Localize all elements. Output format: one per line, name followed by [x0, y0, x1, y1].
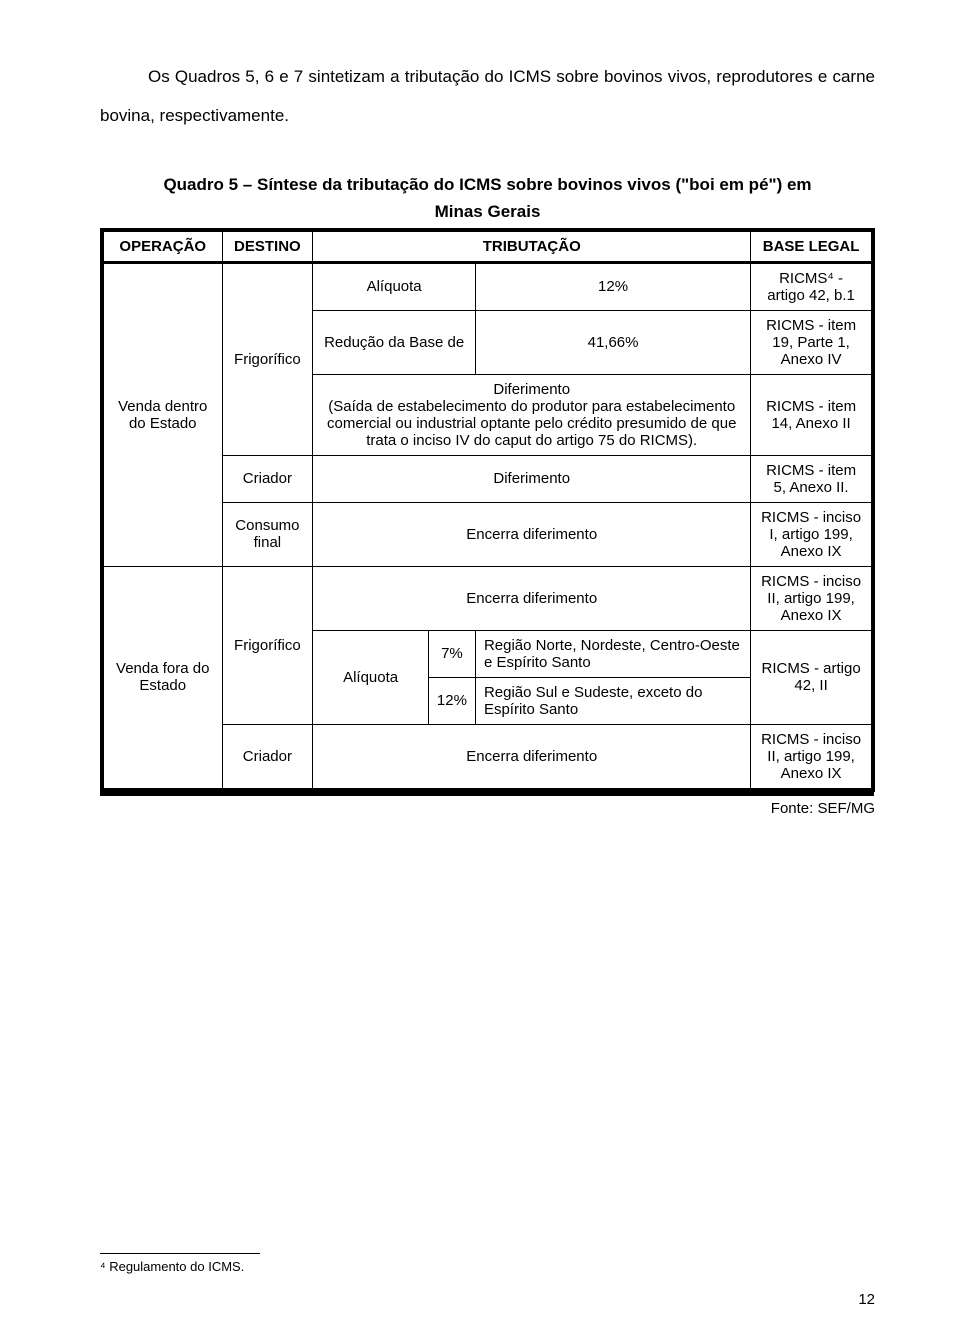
cell-legal-incII-2: RICMS - inciso II, artigo 199, Anexo IX	[751, 724, 873, 790]
cell-regiao-sul: Região Sul e Sudeste, exceto do Espírito…	[475, 677, 750, 724]
cell-legal-42b1: RICMS⁴ - artigo 42, b.1	[751, 262, 873, 310]
table-title: Quadro 5 – Síntese da tributação do ICMS…	[100, 171, 875, 225]
cell-venda-dentro: Venda dentro do Estado	[102, 262, 222, 566]
cell-encerra-1: Encerra diferimento	[313, 502, 751, 566]
table-title-line2: Minas Gerais	[435, 202, 541, 221]
cell-aliquota-label: Alíquota	[313, 262, 476, 310]
cell-aliq12: 12%	[475, 262, 750, 310]
cell-frigorifico-1: Frigorífico	[222, 262, 313, 455]
footnote: ⁴ Regulamento do ICMS.	[100, 1259, 244, 1274]
cell-criador-2: Criador	[222, 724, 313, 790]
cell-4166: 41,66%	[475, 310, 750, 374]
cell-pct7: 7%	[428, 630, 475, 677]
cell-legal-42II: RICMS - artigo 42, II	[751, 630, 873, 724]
cell-legal-5: RICMS - item 5, Anexo II.	[751, 455, 873, 502]
cell-criador-1: Criador	[222, 455, 313, 502]
cell-pct12: 12%	[428, 677, 475, 724]
cell-aliquota-2: Alíquota	[313, 630, 429, 724]
th-destino: DESTINO	[222, 230, 313, 263]
cell-venda-fora: Venda fora do Estado	[102, 566, 222, 790]
quadro5-table: OPERAÇÃO DESTINO TRIBUTAÇÃO BASE LEGAL V…	[100, 228, 875, 796]
intro-paragraph: Os Quadros 5, 6 e 7 sintetizam a tributa…	[100, 57, 875, 135]
table-title-line1: Quadro 5 – Síntese da tributação do ICMS…	[163, 175, 811, 194]
cell-reducao: Redução da Base de	[313, 310, 476, 374]
th-baselegal: BASE LEGAL	[751, 230, 873, 263]
cell-encerra-3: Encerra diferimento	[313, 724, 751, 790]
cell-consumo-final: Consumo final	[222, 502, 313, 566]
cell-legal-incII-1: RICMS - inciso II, artigo 199, Anexo IX	[751, 566, 873, 630]
cell-regiao-norte: Região Norte, Nordeste, Centro-Oeste e E…	[475, 630, 750, 677]
cell-encerra-2: Encerra diferimento	[313, 566, 751, 630]
cell-frigorifico-2: Frigorífico	[222, 566, 313, 724]
cell-legal-19: RICMS - item 19, Parte 1, Anexo IV	[751, 310, 873, 374]
th-tributacao: TRIBUTAÇÃO	[313, 230, 751, 263]
cell-legal-incI: RICMS - inciso I, artigo 199, Anexo IX	[751, 502, 873, 566]
th-operacao: OPERAÇÃO	[102, 230, 222, 263]
source-label: Fonte: SEF/MG	[100, 800, 875, 817]
cell-diferimento-long: Diferimento (Saída de estabelecimento do…	[313, 374, 751, 455]
cell-diferimento: Diferimento	[313, 455, 751, 502]
footnote-separator	[100, 1253, 260, 1254]
cell-legal-14: RICMS - item 14, Anexo II	[751, 374, 873, 455]
page-number: 12	[858, 1291, 875, 1308]
